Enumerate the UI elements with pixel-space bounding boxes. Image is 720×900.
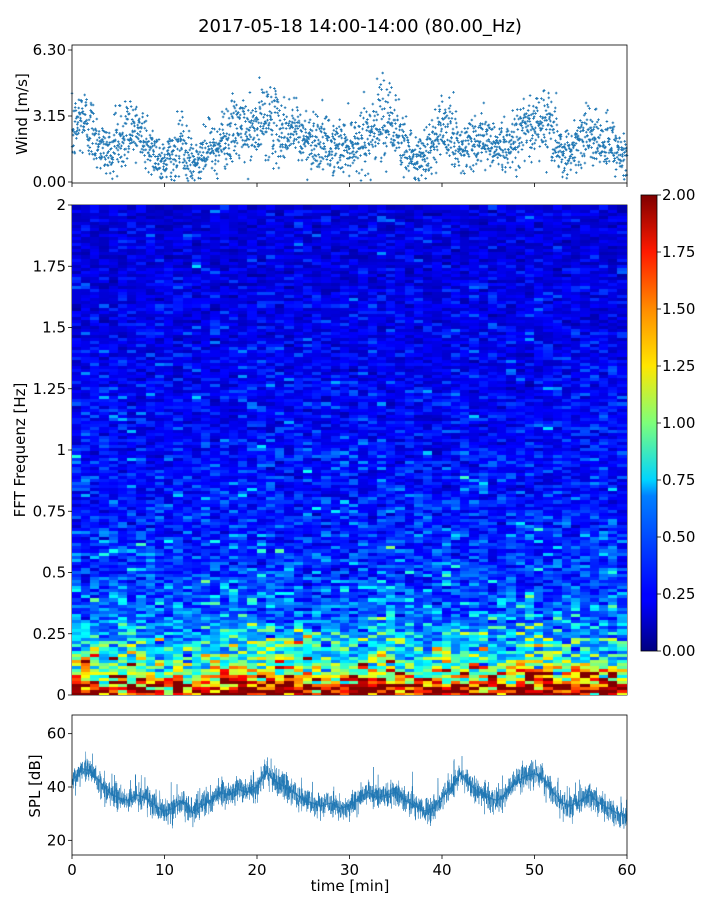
spectrogram-ytick-label: 0.5 xyxy=(42,564,66,582)
spectrogram-ytick-label: 1 xyxy=(56,441,66,459)
colorbar-tick-label: 0.50 xyxy=(662,528,695,546)
wind-ytick-label: 6.30 xyxy=(33,41,66,59)
colorbar-tick-label: 2.00 xyxy=(662,186,695,204)
spl-panel: 20 40 60 0 10 20 30 40 50 60 SPL [dB] time [min] xyxy=(26,714,637,895)
colorbar-tick-label: 1.75 xyxy=(662,243,695,261)
spl-xtick-label: 50 xyxy=(525,861,544,879)
spectrogram-ytick-label: 0.25 xyxy=(33,625,66,643)
spl-trend-line xyxy=(71,767,628,817)
colorbar-tick-label: 1.00 xyxy=(662,414,695,432)
figure-title: 2017-05-18 14:00-14:00 (80.00_Hz) xyxy=(198,16,522,37)
spl-xtick-label: 0 xyxy=(67,861,77,879)
colorbar-tick-label: 0.75 xyxy=(662,471,695,489)
spl-axes-frame xyxy=(71,714,628,856)
colorbar-gradient xyxy=(641,195,657,651)
wind-panel: 0.00 3.15 6.30 Wind [m/s] xyxy=(13,41,629,191)
spectrogram-heatmap xyxy=(72,205,627,695)
colorbar-tick-label: 1.50 xyxy=(662,300,695,318)
spl-xtick-label: 10 xyxy=(155,861,174,879)
spl-ytick-label: 20 xyxy=(47,831,66,849)
wind-axes-frame xyxy=(71,44,628,184)
spl-xtick-label: 60 xyxy=(617,861,636,879)
spl-xlabel: time [min] xyxy=(311,877,390,895)
wind-ylabel: Wind [m/s] xyxy=(13,73,31,155)
colorbar: 0.00 0.25 0.50 0.75 1.00 1.25 1.50 1.75 2.00 xyxy=(640,186,695,660)
wind-ytick-label: 3.15 xyxy=(33,107,66,125)
spl-xtick-label: 30 xyxy=(340,861,359,879)
spl-xtick-label: 40 xyxy=(432,861,451,879)
spectrogram-panel: 0 0.25 0.5 0.75 1 1.25 1.5 1.75 2 FFT Frequenz [… xyxy=(11,196,628,704)
spectrogram-ylabel: FFT Frequenz [Hz] xyxy=(11,383,29,518)
spl-ylabel: SPL [dB] xyxy=(26,754,44,817)
spl-xtick-label: 20 xyxy=(247,861,266,879)
spectrogram-ytick-label: 1.5 xyxy=(42,319,66,337)
colorbar-tick-label: 1.25 xyxy=(662,357,695,375)
wind-scatter-points xyxy=(70,71,629,183)
colorbar-tick-label: 0.00 xyxy=(662,642,695,660)
spectrogram-ytick-label: 0.75 xyxy=(33,502,66,520)
colorbar-tick-label: 0.25 xyxy=(662,585,695,603)
spectrogram-ytick-label: 2 xyxy=(56,196,66,214)
spl-line-series xyxy=(71,751,628,829)
spectrogram-ytick-label: 0 xyxy=(56,686,66,704)
spl-ytick-label: 40 xyxy=(47,778,66,796)
wind-ytick-label: 0.00 xyxy=(33,173,66,191)
spectrogram-ytick-label: 1.75 xyxy=(33,257,66,275)
spl-ytick-label: 60 xyxy=(47,725,66,743)
spectrogram-ytick-label: 1.25 xyxy=(33,380,66,398)
